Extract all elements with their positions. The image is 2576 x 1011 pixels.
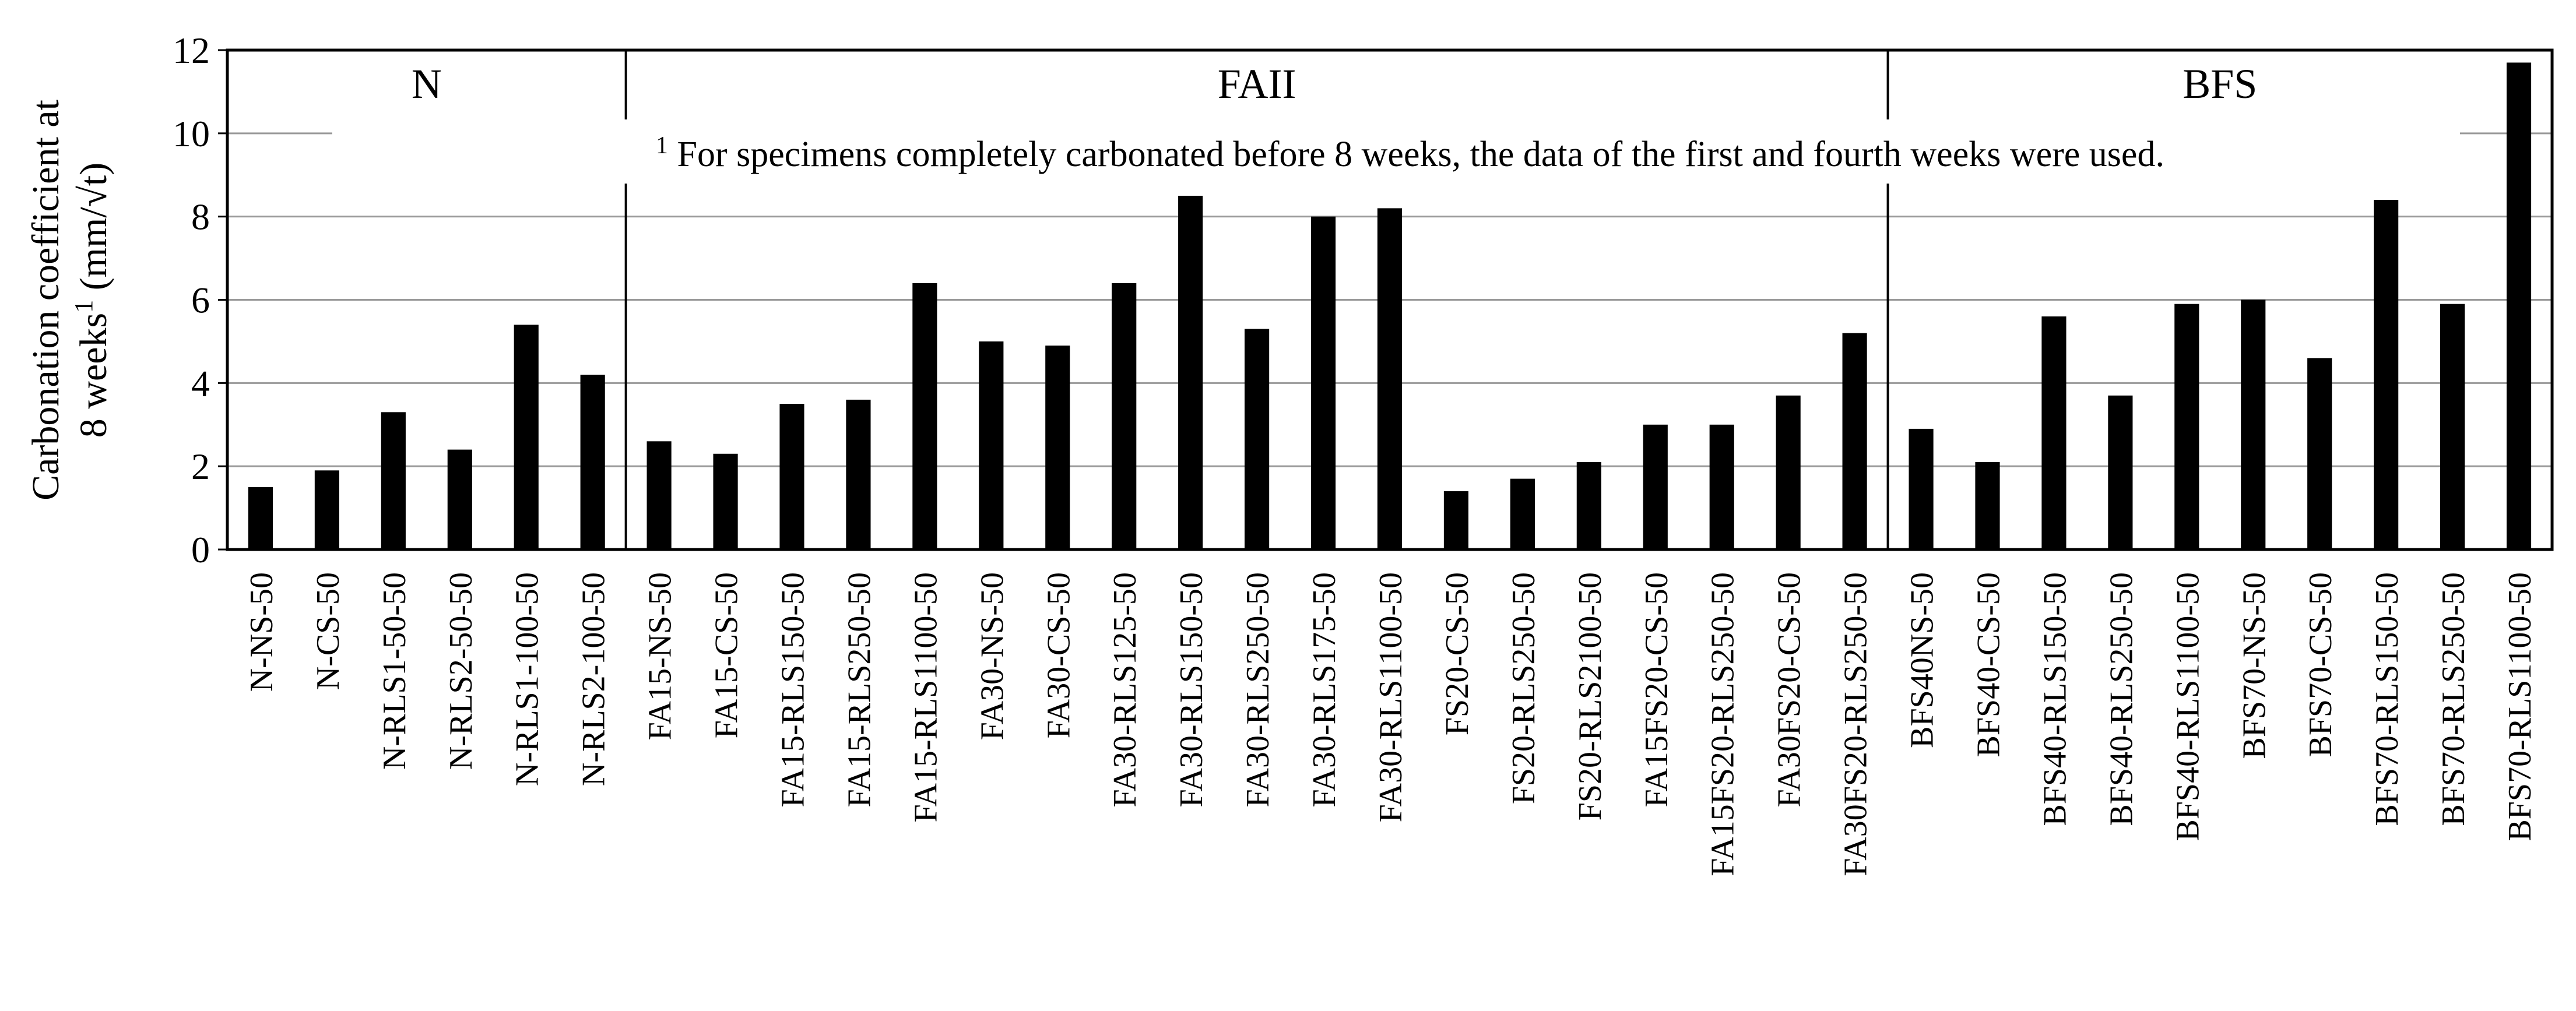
x-label-bfs70-ns-50: BFS70-NS-50 [2236,572,2272,759]
x-label-bfs40-rls150-50: BFS40-RLS150-50 [2037,572,2073,826]
y-tick-label-4: 4 [191,362,210,404]
bar-fa30-cs-50 [1045,346,1070,549]
bar-fa15fs20-cs-50 [1643,424,1668,549]
bar-fa15-rls150-50 [779,404,804,549]
bar-fa30-rls125-50 [1112,283,1137,549]
bar-n-rls2-50-50 [447,449,472,549]
x-label-n-ns-50: N-NS-50 [244,572,280,692]
footnote-background [332,119,2460,184]
bar-fa30-rls175-50 [1310,216,1336,550]
x-label-fa15fs20-cs-50: FA15FS20-CS-50 [1639,572,1675,808]
group-label-n: N [412,61,442,107]
bars [248,62,2532,550]
y-axis-title: Carbonation coefficient at 8 weeks1 (mm/√… [24,100,115,501]
bar-fa30-rls250-50 [1245,329,1270,549]
footnote-box: 1 For specimens completely carbonated be… [332,119,2460,184]
y-axis-title-line2: 8 weeks1 (mm/√t) [69,163,115,438]
x-label-fa30-cs-50: FA30-CS-50 [1041,572,1077,738]
bar-bfs40-rls250-50 [2108,395,2133,549]
x-label-n-rls2-100-50: N-RLS2-100-50 [576,572,612,786]
x-label-fa15-rls250-50: FA15-RLS250-50 [841,572,877,807]
y-tick-label-0: 0 [191,529,210,570]
x-label-n-rls1-100-50: N-RLS1-100-50 [509,572,546,786]
x-label-fa15-rls150-50: FA15-RLS150-50 [775,572,811,807]
x-label-bfs40-cs-50: BFS40-CS-50 [1970,572,2006,757]
y-tick-label-2: 2 [191,446,210,487]
bar-fa30fs20-rls250-50 [1842,333,1867,549]
bar-n-cs-50 [314,470,339,549]
x-label-fa15fs20-rls250-50: FA15FS20-RLS250-50 [1705,572,1741,876]
y-tick-labels: 0 2 4 6 8 10 12 [173,30,210,570]
bar-fs20-rls2100-50 [1576,462,1601,549]
x-label-fa30-ns-50: FA30-NS-50 [974,572,1010,740]
bar-n-rls1-50-50 [381,412,406,549]
x-label-fs20-rls250-50: FS20-RLS250-50 [1506,572,1542,804]
footnote-body: For specimens completely carbonated befo… [668,135,2164,174]
x-label-n-cs-50: N-CS-50 [310,572,346,690]
bar-bfs70-rls250-50 [2440,304,2465,549]
bar-bfs40-rls150-50 [2041,316,2067,549]
x-label-fs20-rls2100-50: FS20-RLS2100-50 [1572,572,1608,820]
bar-bfs40-rls1100-50 [2174,304,2199,549]
x-label-bfs70-rls1100-50: BFS70-RLS1100-50 [2502,572,2538,841]
bar-fa15fs20-rls250-50 [1709,424,1734,549]
bar-fa30-rls150-50 [1178,195,1203,549]
axes [218,48,2554,551]
y-axis-title-text: 8 weeks [72,313,115,438]
x-label-fa15-rls1100-50: FA15-RLS1100-50 [908,572,944,822]
x-label-bfs70-rls250-50: BFS70-RLS250-50 [2436,572,2472,826]
x-label-fs20-cs-50: FS20-CS-50 [1439,572,1475,735]
bar-fa15-rls1100-50 [912,283,937,549]
bar-fa15-ns-50 [646,441,672,549]
bar-bfs40ns-50 [1909,428,1934,549]
x-label-n-rls2-50-50: N-RLS2-50-50 [443,572,479,770]
bar-fs20-cs-50 [1443,491,1469,549]
x-label-bfs70-rls150-50: BFS70-RLS150-50 [2369,572,2405,826]
footnote-superscript: 1 [656,132,668,159]
bar-bfs70-rls150-50 [2374,200,2399,550]
x-label-n-rls1-50-50: N-RLS1-50-50 [377,572,413,770]
plot-frame [226,48,2554,551]
x-label-fa15-cs-50: FA15-CS-50 [709,572,745,738]
x-label-bfs70-cs-50: BFS70-CS-50 [2303,572,2339,757]
bar-fa15-cs-50 [713,453,738,549]
bar-fa15-rls250-50 [846,399,871,549]
x-label-fa30-rls150-50: FA30-RLS150-50 [1173,572,1210,807]
group-label-bfs: BFS [2183,61,2257,107]
y-axis-title-line1: Carbonation coefficient at [24,100,67,501]
x-label-fa30-rls175-50: FA30-RLS175-50 [1306,572,1343,807]
bar-fa30-ns-50 [979,341,1004,549]
x-label-bfs40-rls1100-50: BFS40-RLS1100-50 [2170,572,2206,841]
x-label-bfs40-rls250-50: BFS40-RLS250-50 [2103,572,2139,826]
x-label-fa30-rls1100-50: FA30-RLS1100-50 [1373,572,1409,822]
bar-bfs70-ns-50 [2241,300,2266,549]
x-label-bfs40ns-50: BFS40NS-50 [1904,572,1941,748]
footnote-text: 1 For specimens completely carbonated be… [656,132,2164,174]
bar-bfs40-cs-50 [1975,462,2000,549]
y-axis-title-unit: (mm/√t) [72,163,115,300]
y-tick-label-8: 8 [191,196,210,238]
x-label-fa15-ns-50: FA15-NS-50 [642,572,679,740]
x-label-fa30fs20-cs-50: FA30FS20-CS-50 [1772,572,1808,808]
bar-fs20-rls250-50 [1510,478,1535,549]
bar-fa30-rls1100-50 [1377,208,1403,550]
bar-n-ns-50 [248,487,273,549]
x-category-labels: N-NS-50 N-CS-50 N-RLS1-50-50 N-RLS2-50-50 N-… [244,572,2538,876]
bar-fa30fs20-cs-50 [1776,395,1801,549]
x-label-fa30-rls250-50: FA30-RLS250-50 [1240,572,1276,807]
x-label-fa30fs20-rls250-50: FA30FS20-RLS250-50 [1838,572,1874,876]
bar-n-rls1-100-50 [514,325,539,549]
x-label-fa30-rls125-50: FA30-RLS125-50 [1107,572,1143,807]
bar-bfs70-rls1100-50 [2506,62,2532,550]
group-label-faii: FAII [1218,61,1296,107]
y-axis-title-superscript: 1 [69,300,98,313]
bar-bfs70-cs-50 [2307,358,2332,549]
y-tick-label-12: 12 [173,30,210,71]
bar-n-rls2-100-50 [580,375,605,549]
y-tick-label-10: 10 [173,113,210,154]
y-axis-title-group: Carbonation coefficient at 8 weeks1 (mm/√… [24,100,115,501]
y-tick-label-6: 6 [191,280,210,321]
